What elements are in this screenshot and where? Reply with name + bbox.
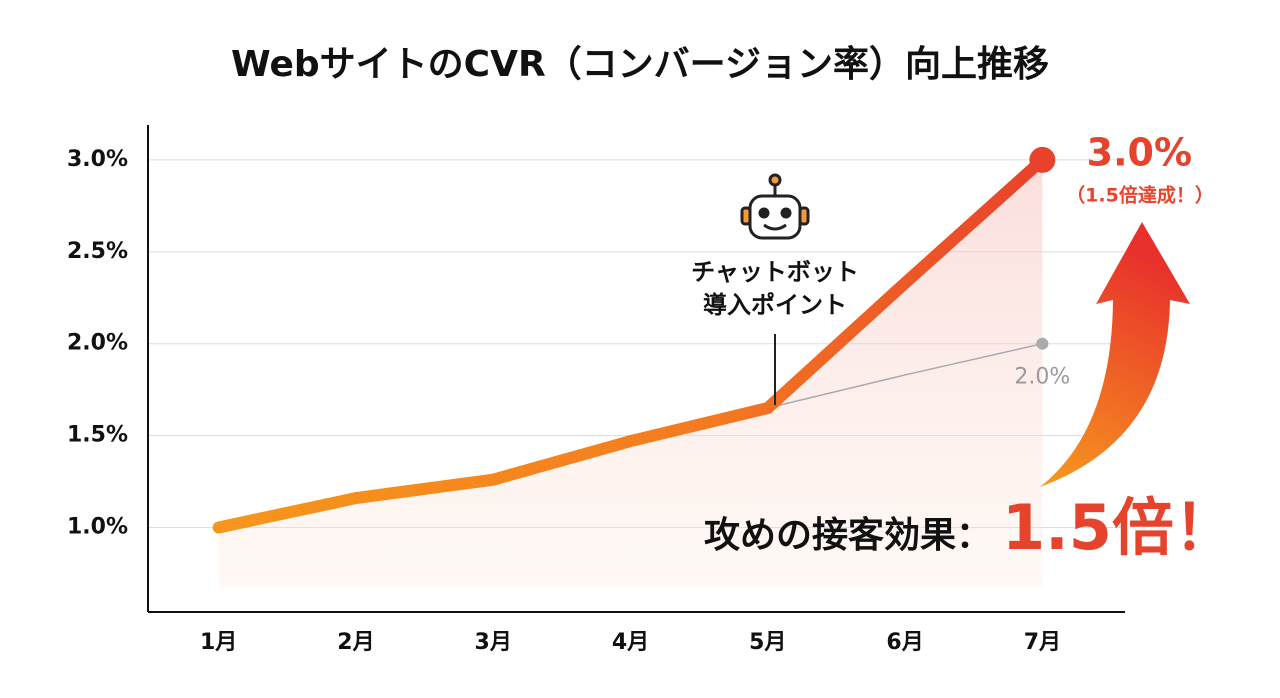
y-tick-label: 2.5%: [67, 239, 128, 264]
data-label: 3.0%: [1087, 130, 1192, 174]
data-label: 2.0%: [1014, 365, 1070, 390]
x-tick-label: 5月: [749, 630, 786, 655]
annotation: チャットボット: [691, 258, 859, 286]
y-tick-label: 2.0%: [67, 331, 128, 356]
annotation: 導入ポイント: [703, 291, 847, 319]
x-tick-label: 1月: [200, 630, 237, 655]
x-tick-label: 3月: [475, 630, 512, 655]
annotation: 1.5倍！: [1002, 491, 1236, 564]
annotation: 攻めの接客効果：: [704, 515, 992, 556]
x-tick-label: 4月: [612, 630, 649, 655]
robot-icon: [740, 173, 810, 240]
area: [218, 159, 1043, 587]
data-point: [1029, 146, 1056, 173]
x-tick-label: 6月: [886, 630, 923, 655]
annotation: （1.5倍達成！）: [1066, 184, 1214, 207]
y-tick-label: 1.5%: [67, 423, 128, 448]
growth-arrow: [1040, 222, 1190, 487]
plot-area: 1.0% 1.5% 2.0% 2.5% 3.0% 1月 2月 3月 4月 5月 6月 7月 2.0% 3.…: [67, 130, 1192, 655]
x-tick-label: 7月: [1024, 630, 1061, 655]
x-tick-label: 2月: [337, 630, 374, 655]
chart-title: WebサイトのCVR（コンバージョン率）向上推移: [231, 44, 1049, 85]
y-tick-label: 3.0%: [67, 147, 128, 172]
series-line: [767, 342, 1044, 409]
data-point: [1036, 337, 1049, 350]
y-tick-label: 1.0%: [67, 514, 128, 539]
series-line: [212, 153, 1049, 534]
